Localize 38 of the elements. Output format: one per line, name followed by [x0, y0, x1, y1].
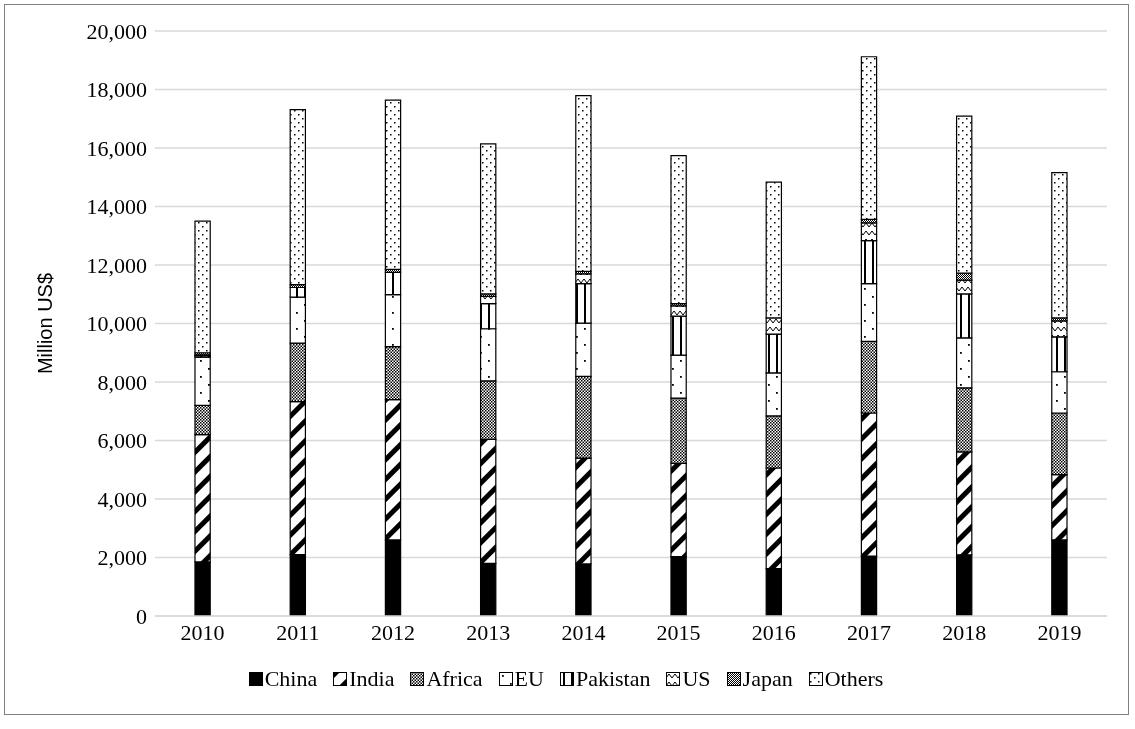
- x-tick-label: 2012: [371, 619, 415, 645]
- legend-label: Africa: [426, 666, 483, 692]
- bar: [670, 155, 687, 305]
- legend-label: India: [349, 666, 395, 692]
- y-tick-label: 16,000: [86, 135, 147, 161]
- bar: [194, 220, 211, 354]
- bar: [860, 56, 878, 220]
- legend-label: EU: [514, 666, 544, 692]
- y-tick-label: 6,000: [97, 428, 147, 454]
- y-tick-label: 18,000: [86, 77, 147, 103]
- x-tick-label: 2019: [1037, 619, 1082, 645]
- x-tick-label: 2016: [751, 619, 796, 645]
- legend-label: US: [682, 666, 711, 692]
- x-tick-label: 2017: [847, 619, 891, 645]
- bar: [384, 99, 402, 270]
- y-tick-label: 20,000: [86, 18, 147, 44]
- bar: [289, 109, 307, 286]
- y-tick-label: 2,000: [97, 545, 147, 571]
- y-tick-label: 8,000: [97, 369, 147, 395]
- legend-label: China: [264, 666, 318, 692]
- x-tick-label: 2011: [276, 619, 320, 645]
- x-tick-label: 2014: [561, 619, 606, 645]
- legend-label: Pakistan: [575, 666, 651, 692]
- bar: [575, 95, 592, 273]
- legend-label: Japan: [742, 666, 793, 692]
- legend-label: Others: [824, 666, 884, 692]
- y-tick-label: 0: [136, 603, 147, 629]
- x-tick-label: 2018: [942, 619, 987, 645]
- bar: [1051, 171, 1068, 319]
- x-tick-label: 2015: [656, 619, 701, 645]
- x-tick-label: 2010: [180, 619, 225, 645]
- y-tick-label: 12,000: [86, 252, 147, 278]
- y-axis-title: Million US$: [34, 272, 57, 375]
- y-tick-label: 4,000: [97, 486, 147, 512]
- bar: [479, 143, 497, 295]
- y-tick-label: 10,000: [86, 311, 147, 337]
- x-tick-label: 2013: [466, 619, 511, 645]
- y-tick-label: 14,000: [86, 194, 147, 220]
